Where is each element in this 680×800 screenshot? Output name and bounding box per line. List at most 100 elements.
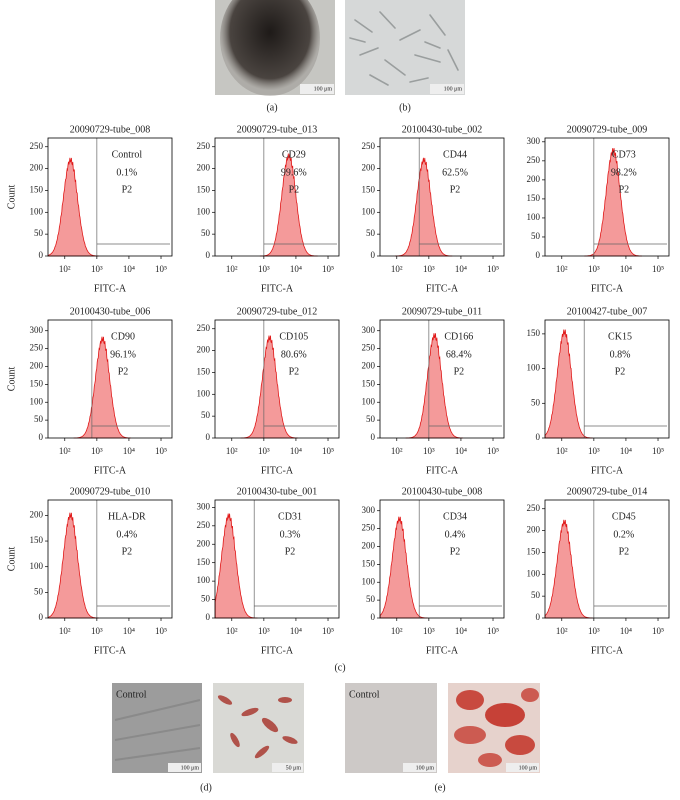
y-tick-label: 50 bbox=[531, 397, 541, 407]
x-tick-label: 10⁵ bbox=[652, 264, 664, 274]
plot-frame bbox=[379, 499, 505, 619]
x-axis-label: FITC-A bbox=[426, 645, 459, 656]
y-tick-label: 50 bbox=[34, 228, 44, 238]
y-tick-label: 200 bbox=[197, 163, 211, 173]
y-tick-label: 200 bbox=[197, 538, 211, 548]
y-tick-label: 150 bbox=[527, 328, 541, 338]
y-tick-label: 200 bbox=[30, 509, 44, 519]
y-tick-label: 100 bbox=[362, 576, 376, 586]
y-tick-label: 100 bbox=[527, 212, 541, 222]
plot-title: 20100430-tube_001 bbox=[237, 486, 318, 497]
x-tick-label: 10³ bbox=[91, 626, 103, 636]
x-tick-label: 10³ bbox=[423, 626, 435, 636]
plot-frame bbox=[47, 319, 173, 439]
photo-a: 100 μm bbox=[215, 0, 335, 96]
x-tick-label: 10² bbox=[59, 446, 71, 456]
y-tick-label: 0 bbox=[371, 432, 376, 442]
plot-title: 20090729-tube_014 bbox=[567, 486, 648, 497]
histogram bbox=[240, 335, 298, 439]
y-tick-label: 0 bbox=[536, 612, 541, 622]
percent-label: 96.1% bbox=[110, 349, 136, 360]
x-tick-label: 10⁵ bbox=[322, 446, 334, 456]
y-tick-label: 100 bbox=[197, 388, 211, 398]
y-axis-label: Count bbox=[6, 547, 17, 572]
x-axis-label: FITC-A bbox=[591, 645, 624, 656]
y-tick-label: 150 bbox=[197, 185, 211, 195]
y-tick-label: 100 bbox=[362, 396, 376, 406]
x-tick-label: 10² bbox=[391, 626, 403, 636]
histogram bbox=[395, 157, 453, 257]
percent-label: 0.8% bbox=[610, 349, 631, 360]
x-tick-label: 10² bbox=[391, 446, 403, 456]
scale-label: 100 μm bbox=[444, 86, 463, 92]
histogram bbox=[544, 329, 593, 439]
y-tick-label: 100 bbox=[197, 206, 211, 216]
plot-frame bbox=[544, 319, 670, 439]
y-tick-label: 150 bbox=[197, 367, 211, 377]
y-tick-label: 200 bbox=[362, 541, 376, 551]
x-tick-label: 10⁴ bbox=[455, 264, 467, 274]
x-tick-label: 10³ bbox=[258, 446, 270, 456]
panel-label: (b) bbox=[399, 102, 411, 113]
photo-e1: Control 100 μm bbox=[345, 683, 437, 773]
y-tick-label: 100 bbox=[527, 363, 541, 373]
y-tick-label: 250 bbox=[362, 343, 376, 353]
gate-label: P2 bbox=[285, 546, 296, 557]
y-axis-label: Count bbox=[6, 367, 17, 392]
percent-label: 0.4% bbox=[445, 529, 466, 540]
plot-frame bbox=[214, 319, 340, 439]
x-axis-label: FITC-A bbox=[591, 283, 624, 294]
panel-label: (a) bbox=[266, 102, 277, 113]
x-tick-label: 10⁵ bbox=[487, 446, 499, 456]
histogram bbox=[379, 516, 428, 619]
gate-label: P2 bbox=[289, 366, 300, 377]
panel-label: (e) bbox=[434, 782, 445, 793]
y-tick-label: 150 bbox=[197, 557, 211, 567]
photo-caption: Control bbox=[116, 689, 147, 700]
y-tick-label: 300 bbox=[30, 325, 44, 335]
marker-label: CD34 bbox=[443, 511, 467, 522]
percent-label: 0.4% bbox=[116, 529, 137, 540]
plot-title: 20100430-tube_002 bbox=[402, 124, 483, 135]
photo-e2: 100 μm bbox=[448, 683, 540, 773]
histogram bbox=[47, 157, 99, 257]
gate-label: P2 bbox=[289, 184, 300, 195]
x-tick-label: 10⁵ bbox=[487, 264, 499, 274]
panel-label: (c) bbox=[334, 662, 345, 673]
photo-b: 100 μm bbox=[345, 0, 465, 95]
histogram bbox=[47, 512, 99, 619]
x-tick-label: 10³ bbox=[258, 626, 270, 636]
marker-label: CD29 bbox=[282, 149, 306, 160]
x-tick-label: 10⁵ bbox=[155, 626, 167, 636]
y-tick-label: 200 bbox=[30, 163, 44, 173]
histogram bbox=[405, 333, 463, 439]
y-tick-label: 100 bbox=[30, 206, 44, 216]
plot-title: 20100427-tube_007 bbox=[567, 306, 648, 317]
y-tick-label: 0 bbox=[536, 250, 541, 260]
photo-caption: Control bbox=[349, 689, 380, 700]
scale-label: 50 μm bbox=[286, 765, 302, 771]
y-tick-label: 200 bbox=[362, 163, 376, 173]
x-axis-label: FITC-A bbox=[94, 645, 127, 656]
x-tick-label: 10² bbox=[226, 446, 238, 456]
marker-label: CD31 bbox=[278, 511, 302, 522]
x-tick-label: 10⁴ bbox=[290, 264, 302, 274]
gate-label: P2 bbox=[450, 546, 461, 557]
marker-label: CD44 bbox=[443, 149, 467, 160]
y-tick-label: 200 bbox=[30, 361, 44, 371]
x-tick-label: 10⁵ bbox=[322, 264, 334, 274]
gate-label: P2 bbox=[619, 546, 630, 557]
x-tick-label: 10² bbox=[391, 264, 403, 274]
plot-title: 20100430-tube_006 bbox=[70, 306, 151, 317]
y-tick-label: 200 bbox=[362, 361, 376, 371]
x-tick-label: 10³ bbox=[91, 264, 103, 274]
x-tick-label: 10³ bbox=[588, 264, 600, 274]
x-tick-label: 10⁴ bbox=[455, 626, 467, 636]
plot-title: 20090729-tube_011 bbox=[402, 306, 482, 317]
y-tick-label: 150 bbox=[527, 193, 541, 203]
x-tick-label: 10⁵ bbox=[487, 626, 499, 636]
y-tick-label: 0 bbox=[371, 250, 376, 260]
marker-label: Control bbox=[112, 149, 143, 160]
x-tick-label: 10³ bbox=[423, 446, 435, 456]
x-tick-label: 10⁴ bbox=[123, 446, 135, 456]
